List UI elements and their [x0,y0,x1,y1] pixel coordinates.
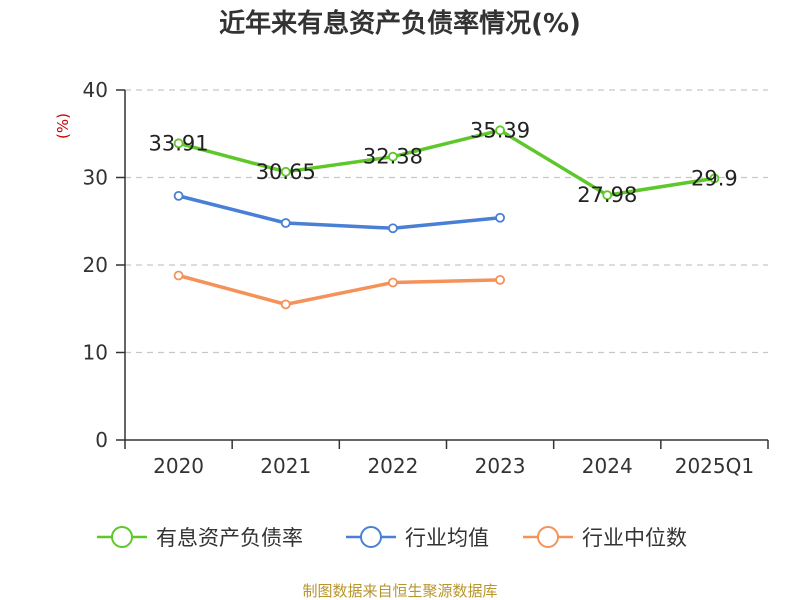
x-tick-label-5: 2025Q1 [675,454,754,478]
series-lines [178,128,715,307]
point-0-1 [280,166,291,177]
x-axis-ticks: 2020 2021 2022 2023 2024 2025Q1 [124,440,769,478]
point-0-3 [495,125,505,136]
chart-title: 近年来有息资产负债率情况(%) [219,8,581,39]
point-2-2 [388,277,398,288]
point-0-4 [602,190,613,201]
point-0-2 [388,151,398,162]
legend-label-0: 有息资产负债率 [156,526,303,550]
data-label-0-3: 35.39 [470,118,530,142]
point-1-1 [280,218,291,228]
legend-marker-0 [111,526,133,548]
series-points [173,125,720,310]
y-tick-label-4: 40 [83,78,108,102]
y-tick-label-3: 30 [83,166,108,190]
source-note: 制图数据来自恒生聚源数据库 [302,582,497,600]
y-tick-label-1: 10 [83,341,108,365]
data-labels: 33.91 30.65 32.38 35.39 27.98 29.9 [149,118,738,207]
series-line-1 [178,194,501,230]
series-line-2 [178,273,501,307]
point-0-5 [709,173,720,184]
x-tick-label-2: 2022 [367,454,418,478]
legend-marker-2 [537,526,559,548]
legend-marker-1 [360,526,382,548]
x-tick-label-4: 2024 [582,454,633,478]
y-tick-label-0: 0 [95,428,108,452]
legend-label-2: 行业中位数 [582,526,687,550]
series-line-0 [178,128,715,197]
x-tick-label-0: 2020 [153,454,204,478]
gridlines [125,89,768,354]
data-label-0-2: 32.38 [363,145,423,169]
data-label-0-5: 29.9 [691,166,738,190]
legend: 有息资产负债率 行业均值 行业中位数 [97,526,687,550]
data-label-0-1: 30.65 [256,160,316,184]
point-0-0 [173,138,184,149]
x-tick-label-1: 2021 [260,454,311,478]
y-tick-label-2: 20 [83,253,108,277]
point-1-2 [388,223,398,234]
point-2-3 [495,274,505,285]
x-tick-label-3: 2023 [475,454,526,478]
point-2-1 [280,299,291,310]
data-label-0-0: 33.91 [149,131,209,155]
y-axis-unit: (%) [54,113,72,139]
point-2-0 [173,270,184,281]
point-1-3 [495,212,505,223]
legend-label-1: 行业均值 [405,526,489,550]
y-axis-ticks: 0 10 20 30 40 [83,78,125,452]
data-label-0-4: 27.98 [577,183,637,207]
point-1-0 [173,190,184,201]
